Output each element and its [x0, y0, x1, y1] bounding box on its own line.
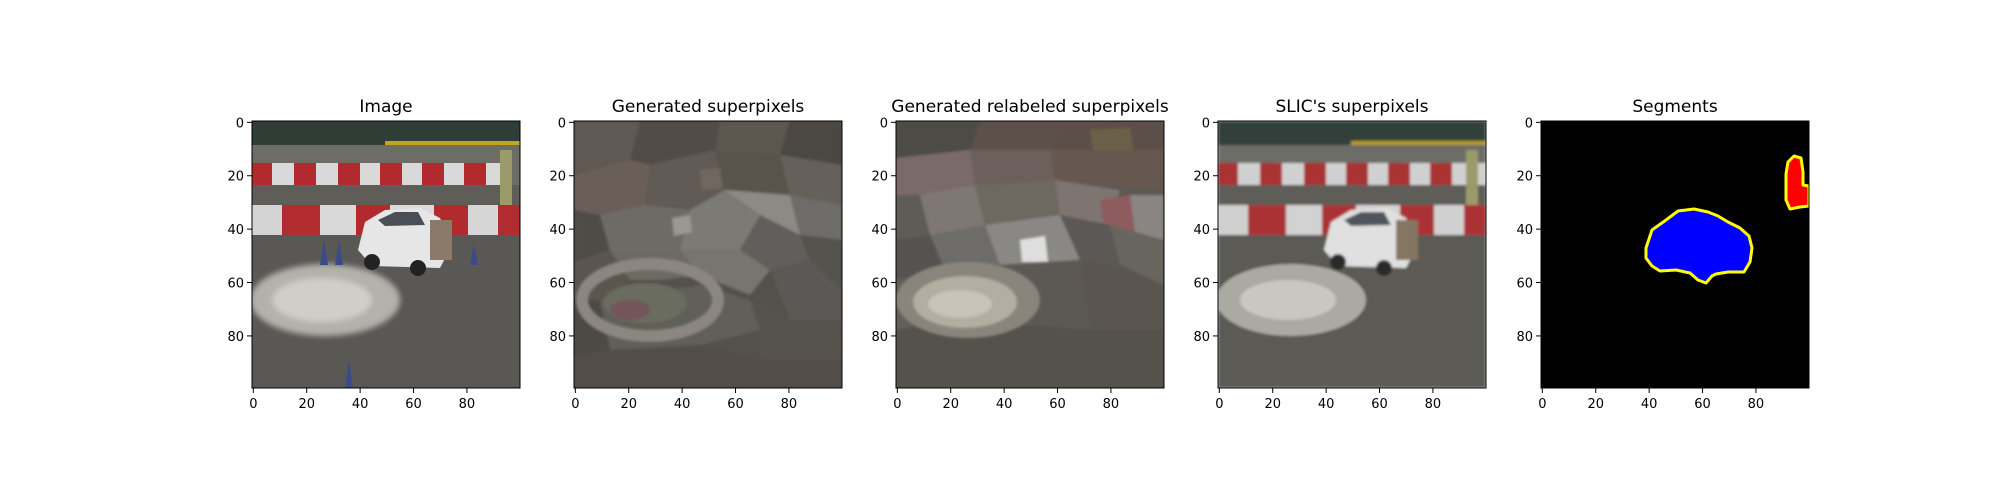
segments-image — [1541, 121, 1809, 388]
x-tick-label: 0 — [893, 397, 901, 412]
y-tick-label: 0 — [236, 116, 244, 131]
x-tick-label: 0 — [1215, 397, 1223, 412]
x-tick-label: 40 — [674, 397, 691, 412]
y-tick-label: 60 — [1193, 277, 1210, 292]
x-tick-label: 40 — [1318, 397, 1335, 412]
x-tick-label: 0 — [571, 397, 579, 412]
y-tick-label: 80 — [1193, 330, 1210, 345]
axis-ticks: 0 20 40 60 80 0 20 40 60 80 0 20 40 60 80 0 20 40 60 80 0 20 4… — [227, 116, 1764, 412]
axes-frame — [1217, 120, 1487, 389]
axes-frame — [573, 120, 843, 389]
y-tick-label: 80 — [871, 330, 888, 345]
superpixel-image — [574, 121, 842, 388]
panel-title-image: Image — [359, 97, 412, 117]
panel-image: Image — [251, 97, 521, 389]
panel-title-slic: SLIC's superpixels — [1275, 97, 1428, 117]
y-tick-label: 20 — [549, 170, 566, 185]
x-tick-label: 80 — [459, 397, 476, 412]
segment-object-right — [1784, 154, 1809, 211]
x-tick-label: 60 — [1371, 397, 1388, 412]
y-tick-label: 20 — [227, 170, 244, 185]
y-tick-label: 60 — [871, 277, 888, 292]
y-tick-label: 20 — [1193, 170, 1210, 185]
panel-relabeled-superpixels: Generated relabeled superpixels — [891, 97, 1169, 389]
y-tick-label: 0 — [1202, 116, 1210, 131]
x-tick-label: 0 — [1538, 397, 1546, 412]
panel-title-generated: Generated superpixels — [612, 97, 805, 117]
y-tick-label: 40 — [1516, 223, 1533, 238]
x-tick-label: 60 — [1049, 397, 1066, 412]
y-tick-label: 20 — [871, 170, 888, 185]
x-tick-label: 80 — [1425, 397, 1442, 412]
x-tick-label: 80 — [1748, 397, 1765, 412]
axes-frame — [1540, 120, 1810, 389]
x-tick-label: 80 — [781, 397, 798, 412]
x-tick-label: 80 — [1103, 397, 1120, 412]
y-tick-label: 0 — [1525, 116, 1533, 131]
y-tick-label: 80 — [227, 330, 244, 345]
axes-frame — [251, 120, 521, 389]
y-tick-label: 0 — [880, 116, 888, 131]
panel-segments: Segments — [1540, 97, 1810, 389]
x-tick-label: 40 — [352, 397, 369, 412]
x-tick-label: 60 — [1694, 397, 1711, 412]
panel-title-segments: Segments — [1632, 97, 1718, 117]
y-tick-label: 60 — [549, 277, 566, 292]
y-tick-label: 60 — [227, 277, 244, 292]
y-tick-label: 80 — [549, 330, 566, 345]
panel-generated-superpixels: Generated superpixels — [573, 97, 843, 389]
y-tick-label: 40 — [1193, 223, 1210, 238]
y-tick-label: 40 — [549, 223, 566, 238]
axes-frame — [895, 120, 1165, 389]
y-tick-label: 40 — [227, 223, 244, 238]
x-tick-label: 40 — [996, 397, 1013, 412]
x-tick-label: 20 — [1587, 397, 1604, 412]
slic-image — [1218, 121, 1486, 388]
panel-slic-superpixels: SLIC's superpixels — [1217, 97, 1487, 389]
y-tick-label: 20 — [1516, 170, 1533, 185]
x-tick-label: 0 — [249, 397, 257, 412]
relabeled-image — [896, 121, 1164, 388]
x-tick-label: 60 — [405, 397, 422, 412]
x-tick-label: 20 — [1264, 397, 1281, 412]
y-tick-label: 80 — [1516, 330, 1533, 345]
panel-title-relabeled: Generated relabeled superpixels — [891, 97, 1169, 117]
x-tick-label: 20 — [298, 397, 315, 412]
photo-image — [252, 121, 520, 388]
y-tick-label: 40 — [871, 223, 888, 238]
y-tick-label: 0 — [558, 116, 566, 131]
x-tick-label: 60 — [727, 397, 744, 412]
x-tick-label: 20 — [942, 397, 959, 412]
y-tick-label: 60 — [1516, 277, 1533, 292]
x-tick-label: 40 — [1641, 397, 1658, 412]
segment-car — [1644, 207, 1754, 285]
x-tick-label: 20 — [620, 397, 637, 412]
